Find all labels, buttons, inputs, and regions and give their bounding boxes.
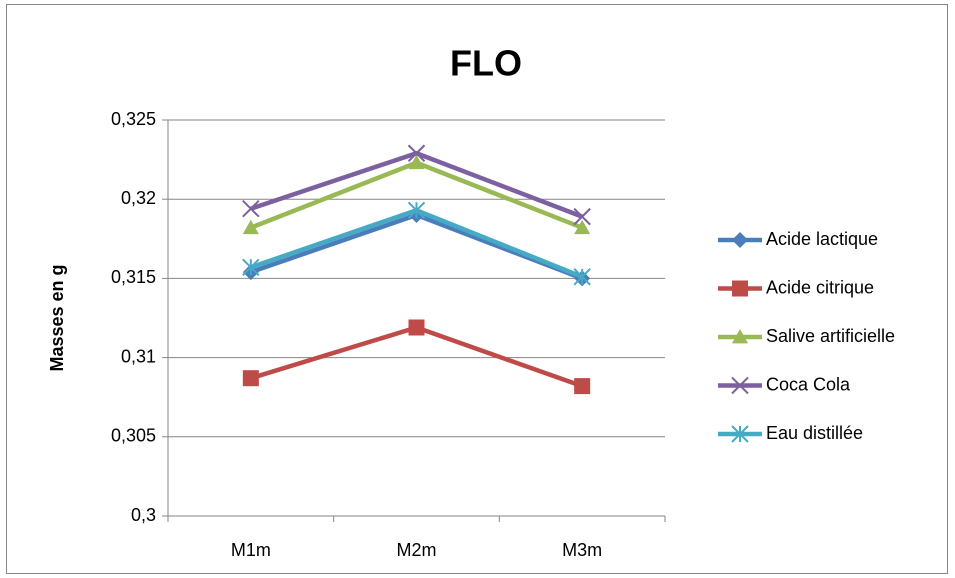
chart-title: FLO xyxy=(450,43,522,84)
legend-label: Eau distillée xyxy=(766,423,863,443)
marker xyxy=(242,370,259,387)
marker xyxy=(573,268,591,286)
marker xyxy=(731,425,749,443)
marker xyxy=(242,219,259,235)
y-axis-label: Masses en g xyxy=(47,264,67,371)
marker xyxy=(407,144,426,162)
legend-label: Coca Cola xyxy=(766,374,851,394)
legend-item: Acide citrique xyxy=(718,277,874,297)
legend-item: Acide lactique xyxy=(718,229,878,249)
y-tick-label: 0,32 xyxy=(121,188,156,208)
marker xyxy=(732,232,748,248)
marker xyxy=(242,258,260,277)
marker xyxy=(732,329,748,344)
legend-label: Acide citrique xyxy=(766,277,874,297)
marker xyxy=(573,207,591,226)
y-tick-label: 0,3 xyxy=(131,505,156,525)
legend-item: Coca Cola xyxy=(718,374,851,394)
marker xyxy=(574,219,591,235)
marker xyxy=(731,376,749,395)
marker xyxy=(407,201,426,219)
x-tick-label: M3m xyxy=(562,540,602,560)
marker xyxy=(408,154,425,170)
legend-item: Eau distillée xyxy=(718,423,863,443)
legend-label: Salive artificielle xyxy=(766,326,895,346)
y-tick-label: 0,305 xyxy=(111,426,156,446)
marker xyxy=(242,199,260,218)
y-tick-label: 0,325 xyxy=(111,109,156,129)
legend-item: Salive artificielle xyxy=(718,326,895,346)
marker xyxy=(574,378,591,395)
marker xyxy=(408,319,425,336)
legend-label: Acide lactique xyxy=(766,229,878,249)
y-tick-label: 0,31 xyxy=(121,346,156,366)
x-tick-label: M2m xyxy=(397,540,437,560)
y-tick-label: 0,315 xyxy=(111,267,156,287)
chart-frame xyxy=(6,4,948,574)
x-tick-label: M1m xyxy=(231,540,271,560)
marker xyxy=(732,280,748,297)
